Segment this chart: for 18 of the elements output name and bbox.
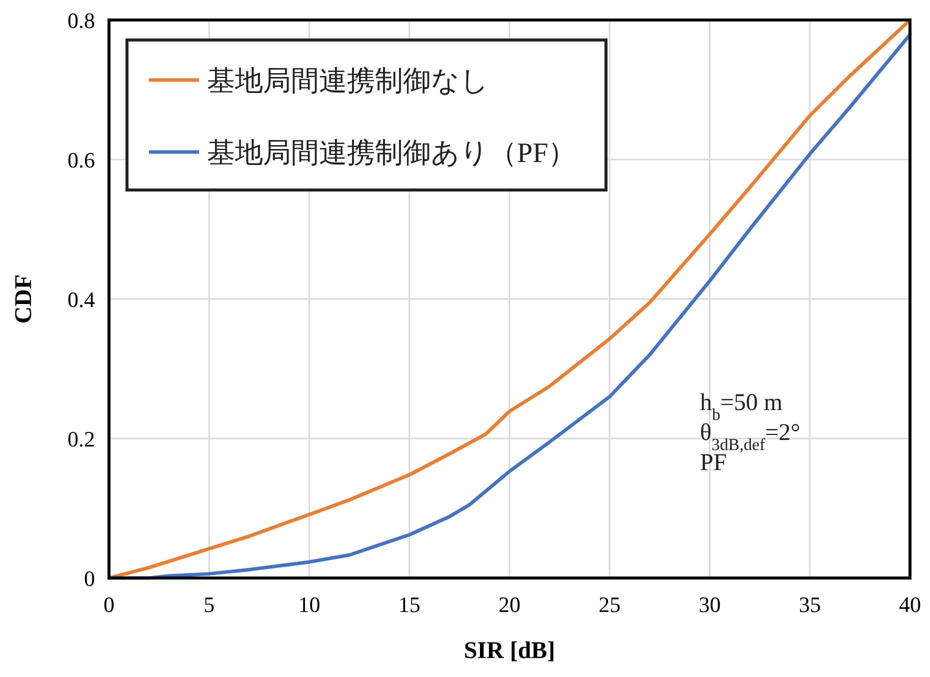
- y-tick-label: 0.8: [68, 8, 95, 33]
- y-axis-title: CDF: [11, 274, 37, 324]
- y-tick-label: 0.2: [68, 426, 95, 452]
- y-tick-label: 0: [84, 566, 95, 591]
- x-axis-title: SIR [dB]: [464, 638, 556, 664]
- x-tick-label: 0: [104, 592, 114, 617]
- x-tick-label: 40: [899, 592, 921, 617]
- x-tick-label: 5: [204, 592, 215, 617]
- y-tick-label: 0.4: [68, 287, 95, 312]
- y-tick-label: 0.6: [68, 148, 95, 172]
- legend-label: 基地局間連携制御あり（PF）: [207, 138, 576, 169]
- x-tick-label: 35: [798, 592, 821, 617]
- legend-label: 基地局間連携制御なし: [207, 66, 489, 97]
- x-tick-label: 20: [498, 592, 520, 617]
- x-tick-label: 10: [298, 592, 320, 617]
- x-tick-label: 25: [598, 592, 621, 617]
- x-tick-label: 30: [698, 592, 721, 617]
- x-tick-label: 15: [398, 592, 420, 617]
